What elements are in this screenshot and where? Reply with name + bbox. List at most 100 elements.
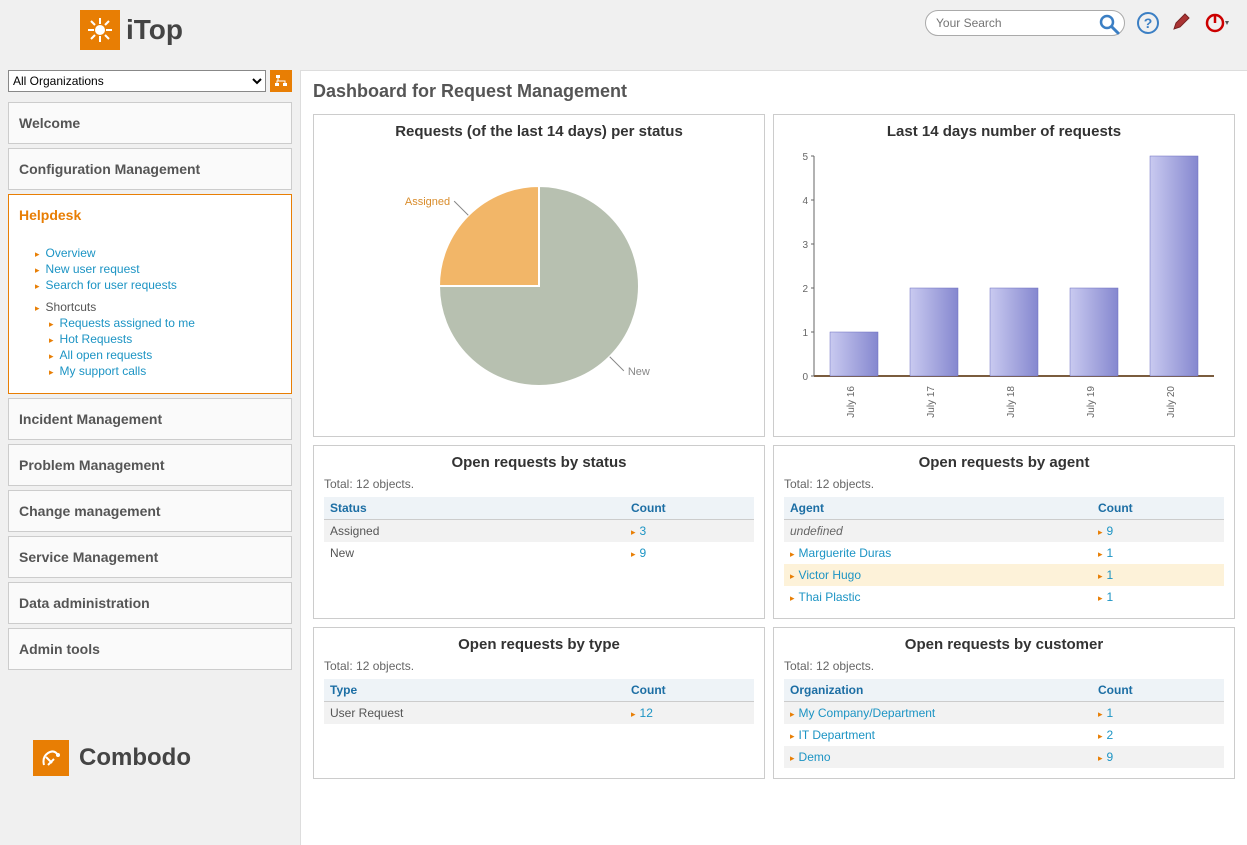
submenu-header: Shortcuts [49, 299, 271, 315]
widget-title: Open requests by agent [784, 454, 1224, 471]
table-cell: undefined [784, 520, 1092, 543]
submenu-shortcut[interactable]: My support calls [60, 364, 147, 378]
table-row: User Request12 [324, 702, 754, 725]
sidebar-item-service-management[interactable]: Service Management [8, 536, 292, 578]
svg-text:New: New [628, 366, 650, 378]
widget-pie: Requests (of the last 14 days) per statu… [313, 114, 765, 437]
search-input-wrap [925, 10, 1125, 36]
total-text: Total: 12 objects. [324, 659, 754, 673]
widget-by-status: Open requests by status Total: 12 object… [313, 445, 765, 619]
table-cell[interactable]: IT Department [784, 724, 1092, 746]
table-row: Victor Hugo1 [784, 564, 1224, 586]
svg-text:2: 2 [802, 284, 808, 295]
column-header[interactable]: Count [625, 497, 754, 520]
table-row: My Company/Department1 [784, 702, 1224, 725]
org-tree-button[interactable] [270, 70, 292, 92]
submenu-link[interactable]: Overview [46, 246, 96, 260]
power-menu-icon[interactable] [1205, 12, 1227, 34]
sidebar-item-incident-management[interactable]: Incident Management [8, 398, 292, 440]
sidebar-item-problem-management[interactable]: Problem Management [8, 444, 292, 486]
help-icon[interactable]: ? [1137, 12, 1159, 34]
table-row: New9 [324, 542, 754, 564]
widget-title: Last 14 days number of requests [784, 123, 1224, 140]
bar-chart: 012345July 16July 17July 18July 19July 2… [784, 146, 1224, 426]
total-text: Total: 12 objects. [784, 477, 1224, 491]
organization-select[interactable]: All Organizations [8, 70, 266, 92]
sidebar-item-change-management[interactable]: Change management [8, 490, 292, 532]
widget-by-agent: Open requests by agent Total: 12 objects… [773, 445, 1235, 619]
table-cell-count[interactable]: 3 [625, 520, 754, 543]
widget-title: Open requests by type [324, 636, 754, 653]
sidebar-item-data-administration[interactable]: Data administration [8, 582, 292, 624]
table-row: Demo9 [784, 746, 1224, 768]
table-cell[interactable]: Victor Hugo [784, 564, 1092, 586]
column-header[interactable]: Type [324, 679, 625, 702]
edit-icon[interactable] [1171, 12, 1193, 34]
svg-text:July 20: July 20 [1166, 386, 1177, 418]
submenu-shortcut[interactable]: Hot Requests [60, 332, 133, 346]
column-header[interactable]: Organization [784, 679, 1092, 702]
table-cell-count[interactable]: 1 [1092, 702, 1224, 725]
table-cell[interactable]: My Company/Department [784, 702, 1092, 725]
widget-by-type: Open requests by type Total: 12 objects.… [313, 627, 765, 779]
table-cell-count[interactable]: 1 [1092, 586, 1224, 608]
widget-title: Requests (of the last 14 days) per statu… [324, 123, 754, 140]
column-header[interactable]: Count [1092, 679, 1224, 702]
svg-text:4: 4 [802, 196, 808, 207]
table-cell: Assigned [324, 520, 625, 543]
submenu-link[interactable]: Search for user requests [46, 278, 177, 292]
column-header[interactable]: Status [324, 497, 625, 520]
footer-brand: Combodo [33, 740, 292, 776]
svg-text:July 19: July 19 [1086, 386, 1097, 418]
widget-title: Open requests by status [324, 454, 754, 471]
table-cell: User Request [324, 702, 625, 725]
widget-by-customer: Open requests by customer Total: 12 obje… [773, 627, 1235, 779]
search-input[interactable] [936, 11, 1094, 35]
table-cell[interactable]: Demo [784, 746, 1092, 768]
total-text: Total: 12 objects. [784, 659, 1224, 673]
table-row: undefined9 [784, 520, 1224, 543]
table-by-agent: AgentCountundefined9Marguerite Duras1Vic… [784, 497, 1224, 608]
svg-text:July 16: July 16 [846, 386, 857, 418]
svg-text:0: 0 [802, 372, 808, 383]
sidebar-item-welcome[interactable]: Welcome [8, 102, 292, 144]
table-cell-count[interactable]: 1 [1092, 542, 1224, 564]
table-by-status: StatusCountAssigned3New9 [324, 497, 754, 564]
widget-title: Open requests by customer [784, 636, 1224, 653]
table-cell-count[interactable]: 9 [1092, 520, 1224, 543]
svg-text:Assigned: Assigned [405, 196, 450, 208]
svg-text:July 17: July 17 [926, 386, 937, 418]
table-row: Assigned3 [324, 520, 754, 543]
table-cell[interactable]: Marguerite Duras [784, 542, 1092, 564]
svg-text:3: 3 [802, 240, 808, 251]
sidebar-item-helpdesk[interactable]: Helpdesk [8, 194, 292, 236]
submenu-shortcut[interactable]: All open requests [60, 348, 153, 362]
table-cell-count[interactable]: 9 [625, 542, 754, 564]
sidebar-item-configuration-management[interactable]: Configuration Management [8, 148, 292, 190]
column-header[interactable]: Count [1092, 497, 1224, 520]
submenu-shortcut[interactable]: Requests assigned to me [60, 316, 195, 330]
column-header[interactable]: Agent [784, 497, 1092, 520]
svg-text:5: 5 [802, 152, 808, 163]
table-cell[interactable]: Thai Plastic [784, 586, 1092, 608]
total-text: Total: 12 objects. [324, 477, 754, 491]
table-cell-count[interactable]: 2 [1092, 724, 1224, 746]
table-by-customer: OrganizationCountMy Company/Department1I… [784, 679, 1224, 768]
svg-text:?: ? [1144, 15, 1153, 31]
page-title: Dashboard for Request Management [313, 81, 1235, 102]
table-by-type: TypeCountUser Request12 [324, 679, 754, 724]
table-cell-count[interactable]: 1 [1092, 564, 1224, 586]
submenu-link[interactable]: New user request [46, 262, 140, 276]
table-cell-count[interactable]: 9 [1092, 746, 1224, 768]
app-logo: iTop [80, 10, 183, 50]
table-row: IT Department2 [784, 724, 1224, 746]
sidebar-item-admin-tools[interactable]: Admin tools [8, 628, 292, 670]
search-icon[interactable] [1098, 13, 1120, 35]
column-header[interactable]: Count [625, 679, 754, 702]
widget-bar: Last 14 days number of requests 012345Ju… [773, 114, 1235, 437]
svg-text:July 18: July 18 [1006, 386, 1017, 418]
table-row: Marguerite Duras1 [784, 542, 1224, 564]
table-cell-count[interactable]: 12 [625, 702, 754, 725]
table-cell: New [324, 542, 625, 564]
pie-chart: New Assigned [324, 146, 754, 426]
